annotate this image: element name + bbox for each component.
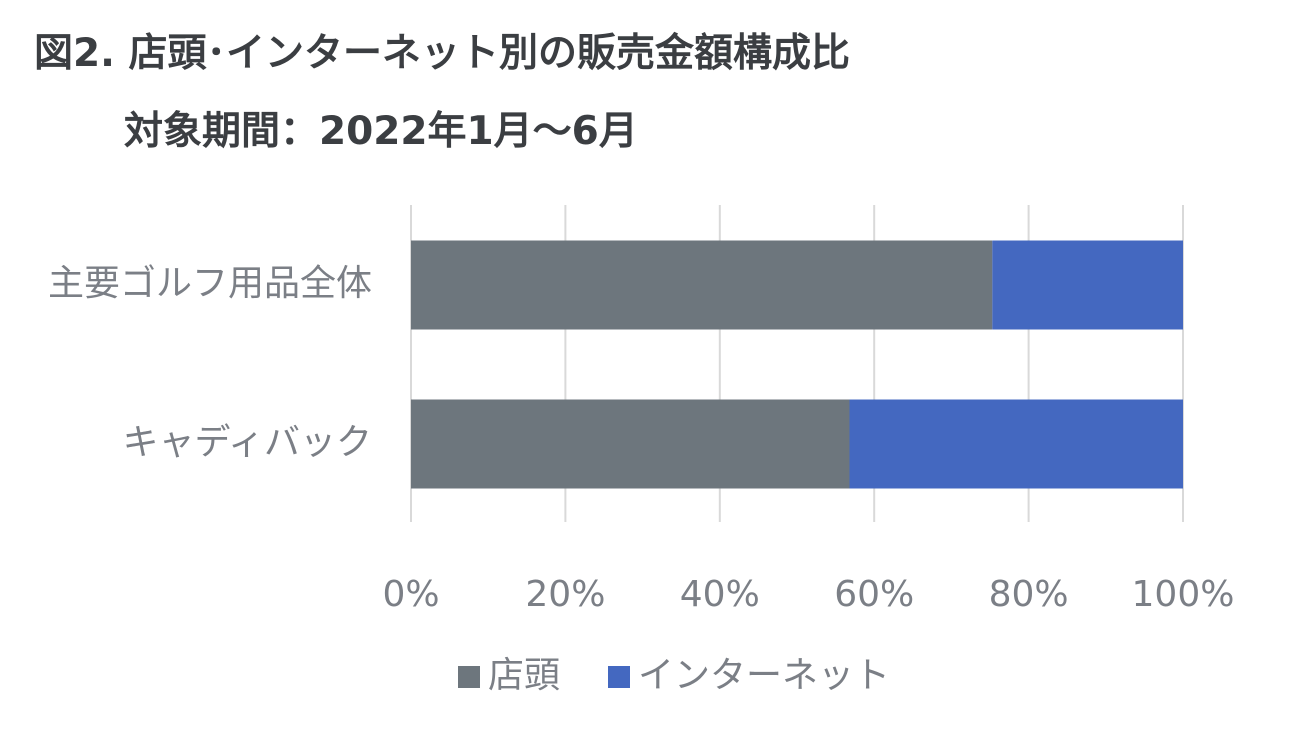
- chart-title: 図2. 店頭･インターネット別の販売金額構成比: [34, 31, 851, 76]
- bars: [411, 240, 1183, 489]
- chart-subtitle: 対象期間：2022年1月～6月: [124, 109, 638, 154]
- legend-swatch-store: [458, 666, 480, 688]
- x-tick-label-80: 80%: [989, 574, 1069, 615]
- bar-store-0: [411, 240, 993, 330]
- x-tick-labels: 0% 20% 40% 60% 80% 100%: [382, 574, 1234, 615]
- bar-internet-0: [992, 240, 1183, 330]
- x-tick-label-0: 0%: [382, 574, 439, 615]
- x-tick-label-20: 20%: [525, 574, 605, 615]
- legend-label-internet: インターネット: [638, 655, 890, 696]
- legend: 店頭 インターネット: [458, 655, 890, 696]
- category-label-1: キャディバック: [123, 422, 372, 463]
- x-tick-label-40: 40%: [680, 574, 760, 615]
- category-label-0: 主要ゴルフ用品全体: [48, 263, 372, 304]
- x-tick-label-60: 60%: [834, 574, 914, 615]
- legend-swatch-internet: [608, 666, 630, 688]
- bar-internet-1: [849, 399, 1183, 489]
- legend-label-store: 店頭: [488, 655, 560, 696]
- bar-store-1: [411, 399, 850, 489]
- x-tick-label-100: 100%: [1132, 574, 1235, 615]
